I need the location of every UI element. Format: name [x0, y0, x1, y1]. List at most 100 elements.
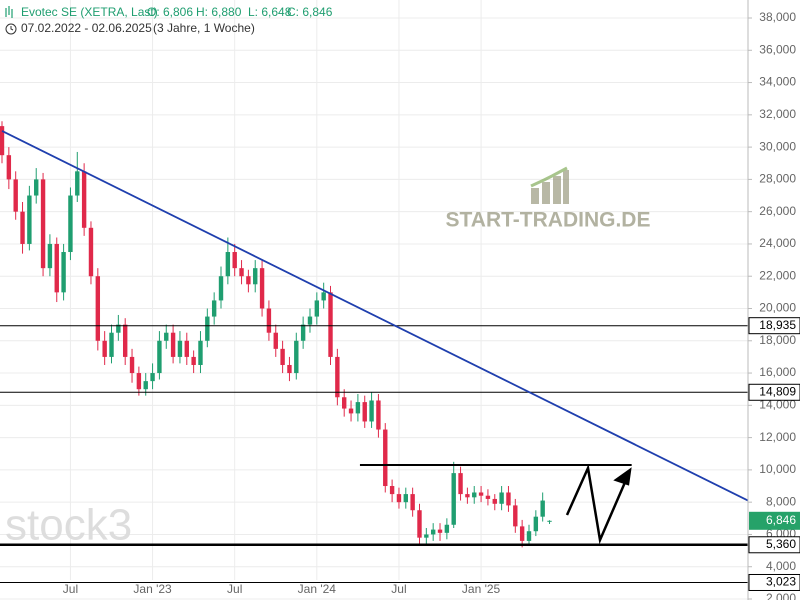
candle-body — [20, 211, 25, 244]
candle-body — [362, 402, 367, 422]
candle-body — [465, 494, 470, 498]
date-range: 07.02.2022 - 02.06.2025 — [21, 21, 152, 35]
y-tick-label: 12,000 — [759, 430, 796, 444]
candle-body — [191, 356, 196, 365]
candle-body — [122, 324, 128, 357]
candle-body — [102, 340, 107, 357]
candle-body — [280, 348, 285, 365]
x-tick-label: Jan '25 — [462, 582, 501, 596]
candle-body — [519, 526, 525, 541]
candle-body — [75, 171, 80, 196]
candle-body — [540, 500, 545, 517]
y-tick-label: 2,000 — [766, 591, 796, 600]
level-label: 5,360 — [766, 537, 796, 551]
level-label: 3,023 — [766, 575, 796, 589]
y-tick-label: 4,000 — [766, 559, 796, 573]
last-price-box — [749, 511, 800, 530]
candle-body — [218, 276, 224, 301]
candle-body — [136, 373, 142, 390]
candle-body — [506, 492, 511, 506]
y-tick-label: 36,000 — [759, 42, 796, 56]
candle-body — [225, 252, 231, 277]
candle-body — [410, 494, 415, 511]
candle-body — [437, 529, 443, 533]
candle-body — [478, 492, 484, 496]
candle-body — [198, 340, 203, 365]
candle-body — [81, 171, 87, 228]
candle-body — [533, 516, 539, 532]
y-tick-label: 20,000 — [759, 301, 796, 315]
level-label-box — [748, 536, 800, 554]
plot — [0, 121, 749, 583]
icon — [5, 6, 13, 18]
candle-body — [355, 402, 361, 414]
candle-body — [485, 495, 491, 499]
candle-body — [369, 400, 374, 422]
level-label: 14,809 — [759, 384, 796, 398]
candle-body — [143, 381, 148, 390]
candle-body — [424, 534, 429, 538]
candle-body — [417, 510, 422, 538]
candle-body — [246, 276, 251, 285]
candle-body — [376, 400, 381, 430]
y-tick-label: 16,000 — [759, 365, 796, 379]
candle-body — [164, 332, 169, 341]
candle-body — [430, 529, 436, 535]
candle-body — [177, 340, 183, 357]
candle-body — [150, 373, 155, 382]
x-tick-label: Jan '23 — [133, 582, 172, 596]
candle-body — [307, 316, 313, 325]
level-label-box — [748, 317, 800, 335]
candle-body — [157, 340, 162, 374]
y-axis: 2,0004,0006,0008,00010,00012,00014,00016… — [63, 10, 800, 600]
date-span: (3 Jahre, 1 Woche) — [153, 21, 255, 35]
candle-body — [451, 473, 456, 525]
instrument: Evotec SE (XETRA, Last) — [21, 5, 158, 19]
candle-body — [547, 520, 552, 522]
candle-body — [458, 473, 463, 495]
watermark: START-TRADING.DE — [446, 209, 651, 232]
candle-body — [47, 243, 53, 269]
y-tick-label: 14,000 — [759, 398, 796, 412]
candle-body — [184, 340, 189, 357]
x-tick-label: Jul — [391, 582, 406, 596]
candle-body — [0, 126, 5, 156]
candle-body — [205, 316, 210, 341]
candle-body — [499, 492, 504, 504]
candle-body — [389, 486, 395, 495]
level-label: 18,935 — [759, 318, 796, 332]
candle-body — [492, 498, 497, 504]
x-tick-label: Jul — [63, 582, 78, 596]
candle-body — [61, 252, 66, 293]
candle-body — [266, 308, 272, 333]
level-label-box — [748, 383, 800, 401]
candle-body — [13, 179, 18, 212]
candle-body — [129, 356, 135, 374]
y-tick-label: 24,000 — [759, 236, 796, 250]
candle-body — [513, 505, 518, 527]
candle-body — [88, 227, 94, 277]
clock-hand — [10, 26, 14, 31]
candle-body — [109, 332, 114, 357]
candle-body — [328, 292, 333, 357]
candle-body — [68, 195, 73, 253]
y-tick-label: 8,000 — [766, 494, 796, 508]
y-tick-label: 38,000 — [759, 10, 796, 24]
candle-body — [294, 340, 299, 374]
candle-body — [314, 300, 320, 317]
candle-body — [54, 243, 59, 293]
candle-body — [472, 492, 477, 498]
candle-body — [444, 524, 450, 533]
last-price-label: 6,846 — [766, 513, 796, 527]
projection-arrow — [565, 463, 632, 545]
y-tick-label: 26,000 — [759, 204, 796, 218]
open: O: 6,806 — [147, 5, 193, 19]
y-tick-label: 34,000 — [759, 75, 796, 89]
y-tick-label: 10,000 — [759, 462, 796, 476]
level-label-box — [748, 573, 800, 591]
watermark: stock3 — [5, 501, 132, 550]
candle-body — [273, 332, 278, 349]
candle-body — [34, 179, 39, 196]
candle-body — [232, 252, 237, 269]
x-tick-label: Jul — [227, 582, 242, 596]
